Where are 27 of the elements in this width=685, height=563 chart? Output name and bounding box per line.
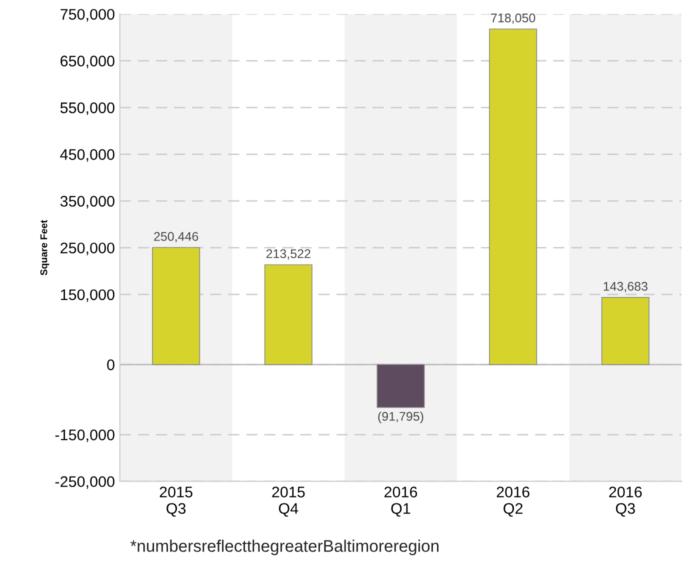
x-tick-label: 2016 Q1 [384,486,418,517]
y-tick-label: 650,000 [60,56,114,68]
y-tick-label: 750,000 [60,8,114,22]
x-tick-label: 2016 Q3 [609,486,642,517]
x-tick-label: 2015 Q3 [160,486,192,517]
data-label: (91,795) [378,412,424,424]
y-tick-label: -250,000 [55,476,114,489]
data-label: 143,683 [604,282,648,292]
y-tick-label: 450,000 [60,149,114,162]
data-label: 213,522 [266,249,310,260]
bar [601,296,650,365]
bar [264,264,312,365]
y-axis-title: Square Feet [40,220,50,276]
data-label: 718,050 [491,14,536,24]
y-tick-label: -150,000 [55,430,114,442]
x-tick-label: 2016 Q2 [496,486,530,517]
y-tick-label: 250,000 [60,242,114,256]
bar [376,364,425,408]
y-tick-label: 0 [107,359,114,370]
y-tick-label: 550,000 [60,102,114,116]
y-tick-label: 350,000 [60,196,114,208]
x-tick-label: 2015 Q4 [272,486,305,517]
bar [489,28,538,365]
bar [152,247,200,365]
text: *numbersreflectthegreaterBaltimoreregion [130,540,438,556]
data-label: 250,446 [154,232,198,242]
y-tick-label: 150,000 [60,289,114,302]
